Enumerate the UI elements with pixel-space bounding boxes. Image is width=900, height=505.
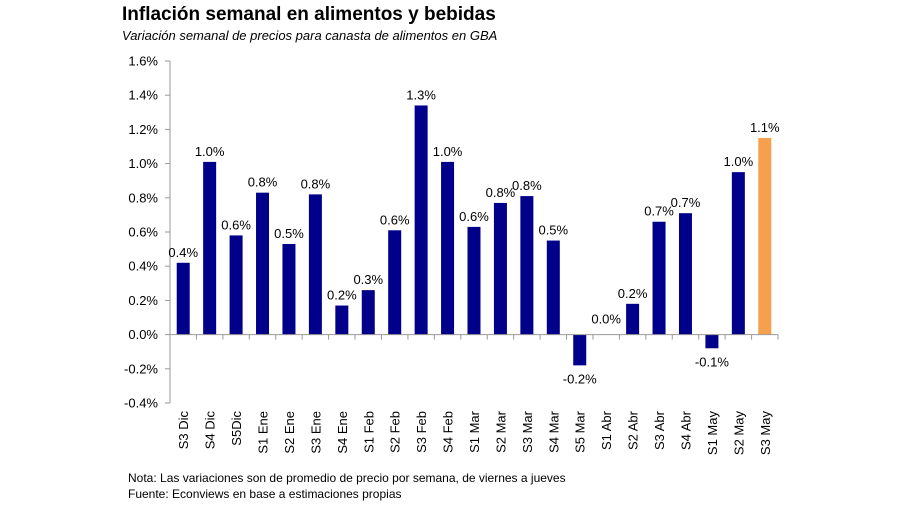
note-text: Nota: Las variaciones son de promedio de… (128, 471, 566, 485)
x-tick-label: S3 Ene (308, 411, 323, 454)
bar (678, 213, 692, 335)
data-label: 0.3% (353, 272, 383, 287)
y-tick-label: 0.6% (128, 225, 158, 240)
data-label: 1.1% (750, 120, 780, 135)
bar (229, 235, 243, 335)
y-tick-label: 0.2% (128, 293, 158, 308)
bar (546, 240, 560, 335)
x-tick-label: S4 Dic (203, 411, 218, 450)
bar (520, 196, 534, 335)
x-tick-label: S1 Mar (467, 410, 482, 453)
bar (388, 230, 402, 335)
data-label: 0.5% (538, 223, 568, 238)
y-tick-label: 0.0% (128, 327, 158, 342)
y-tick-label: 1.2% (128, 122, 158, 137)
bar (573, 334, 587, 366)
bar (176, 262, 190, 335)
x-tick-label: S2 Ene (282, 411, 297, 454)
data-label: 0.8% (512, 178, 542, 193)
bar (731, 172, 745, 335)
data-label: 1.3% (406, 87, 436, 102)
y-tick-label: -0.2% (124, 361, 158, 376)
data-label: 0.5% (274, 226, 304, 241)
bar (441, 161, 455, 335)
source-text: Fuente: Econviews en base a estimaciones… (128, 487, 402, 501)
y-tick-label: 1.6% (128, 54, 158, 69)
data-label: 0.2% (618, 286, 648, 301)
data-labels: 0.4%1.0%0.6%0.8%0.5%0.8%0.2%0.3%0.6%1.3%… (168, 87, 780, 386)
x-tick-label: S3 Dic (176, 411, 191, 450)
x-tick-label: S1 Feb (361, 411, 376, 453)
data-label: 0.6% (459, 209, 489, 224)
y-tick-label: 0.8% (128, 190, 158, 205)
x-tick-label: S3 May (758, 411, 773, 456)
bar (335, 305, 349, 335)
chart-subtitle: Variación semanal de precios para canast… (122, 28, 498, 43)
y-tick-label: 1.4% (128, 88, 158, 103)
x-tick-label: S2 May (731, 411, 746, 456)
bar (493, 202, 507, 335)
y-tick-label: -0.4% (124, 396, 158, 411)
bars (176, 105, 772, 366)
y-axis: 1.6% 1.4% 1.2% 1.0% 0.8% 0.6% 0.4% 0.2% 0.0% -0.2… (124, 54, 171, 411)
bar (467, 226, 481, 335)
data-label: 0.8% (486, 185, 516, 200)
x-tick-label: S5Dic (229, 411, 244, 446)
data-label: 0.2% (327, 288, 357, 303)
data-label: 1.0% (724, 154, 754, 169)
data-label: 0.8% (248, 175, 278, 190)
x-axis: S3 Dic S4 Dic S5Dic S1 Ene S2 Ene S3 Ene S4 En… (169, 334, 779, 456)
data-label: -0.1% (695, 354, 729, 369)
data-label: 0.7% (644, 204, 674, 219)
bar (256, 192, 270, 335)
data-label: -0.2% (563, 371, 597, 386)
data-label: 0.6% (221, 217, 251, 232)
data-label: 1.0% (195, 144, 225, 159)
x-tick-label: S2 Mar (493, 410, 508, 453)
y-tick-label: 0.4% (128, 259, 158, 274)
bar (203, 161, 217, 335)
x-tick-label: S1 Abr (599, 410, 614, 450)
x-tick-label: S1 Ene (256, 411, 271, 454)
chart-title: Inflación semanal en alimentos y bebidas (122, 4, 496, 25)
bar (282, 243, 296, 335)
x-tick-label: S4 Ene (335, 411, 350, 454)
x-tick-label: S4 Feb (441, 411, 456, 453)
x-tick-label: S4 Mar (546, 410, 561, 453)
bar (361, 290, 375, 335)
bar (758, 137, 772, 335)
bar (652, 221, 666, 335)
bar (414, 105, 428, 335)
x-tick-label: S3 Mar (520, 410, 535, 453)
bar (308, 194, 322, 335)
data-label: 1.0% (433, 144, 463, 159)
data-label: 0.0% (591, 312, 621, 327)
data-label: 0.8% (301, 176, 331, 191)
bar (705, 334, 719, 349)
x-tick-label: S3 Abr (652, 410, 667, 450)
x-tick-label: S1 May (705, 411, 720, 456)
x-tick-label: S4 Abr (678, 410, 693, 450)
bar (626, 303, 640, 335)
x-tick-label: S2 Feb (388, 411, 403, 453)
x-tick-label: S5 Mar (573, 410, 588, 453)
x-tick-label: S3 Feb (414, 411, 429, 453)
data-label: 0.7% (671, 195, 701, 210)
data-label: 0.6% (380, 212, 410, 227)
x-tick-label: S2 Abr (626, 410, 641, 450)
y-tick-label: 1.0% (128, 156, 158, 171)
data-label: 0.4% (168, 245, 198, 260)
